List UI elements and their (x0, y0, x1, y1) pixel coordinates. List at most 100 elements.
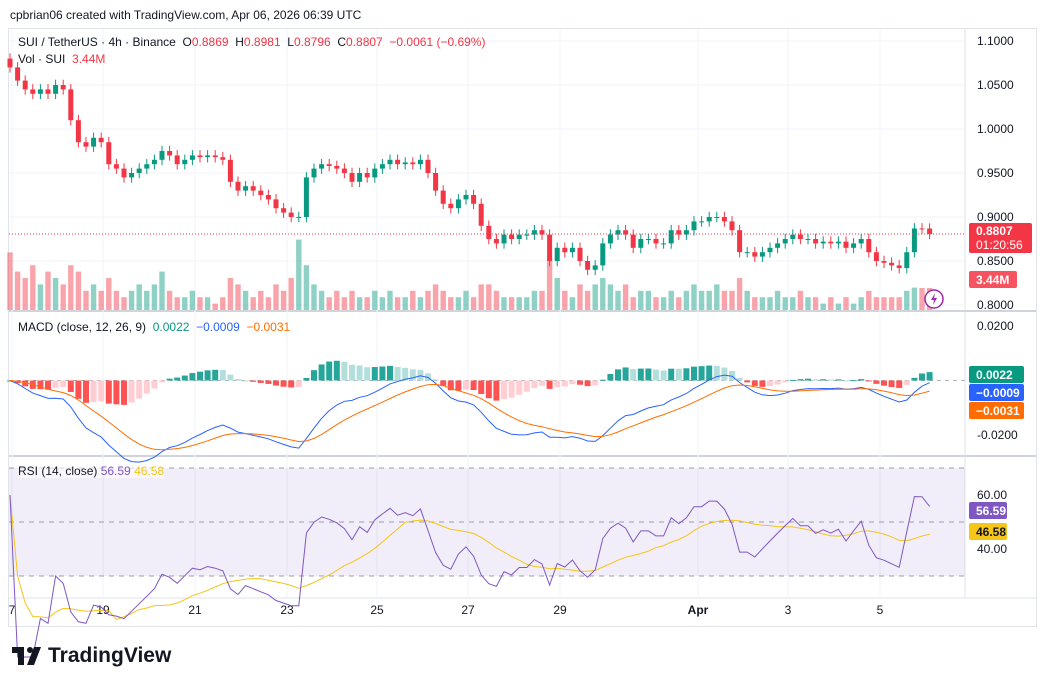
candle (121, 163, 127, 183)
macd-histogram-bar (45, 380, 51, 390)
candle-body (630, 234, 636, 248)
candle-body (645, 239, 651, 240)
candle (281, 202, 287, 218)
candle-body (919, 228, 925, 230)
candle-body (835, 241, 841, 244)
candle (699, 216, 705, 227)
volume-bar (486, 284, 492, 310)
symbol-legend: SUI / TetherUS · 4h · Binance O0.8869 H0… (18, 35, 485, 49)
candle (752, 246, 758, 262)
macd-histogram-bar (288, 380, 295, 388)
volume-bar (151, 284, 158, 310)
candle-body (379, 164, 385, 169)
candle-body (174, 155, 180, 165)
last-price-badge (969, 222, 1032, 253)
candle (417, 154, 423, 170)
volume-bar (721, 290, 728, 310)
volume-bar (159, 271, 165, 310)
candle-body (820, 241, 826, 244)
bar-countdown: 01:20:56 (976, 238, 1023, 252)
macd-histogram-bar (615, 369, 621, 381)
candle (189, 150, 195, 166)
time-axis-label: 3 (785, 603, 792, 617)
candle (904, 246, 910, 274)
candle-body (873, 252, 879, 261)
macd-histogram-bar (531, 380, 538, 389)
volume-bar (68, 265, 74, 310)
volume-bar (782, 297, 788, 310)
candle-body (410, 162, 416, 165)
candle-body (15, 67, 21, 81)
candle (706, 211, 712, 227)
macd-legend: MACD (close, 12, 26, 9) 0.0022 −0.0009 −… (18, 320, 290, 334)
candle (159, 145, 165, 166)
macd-histogram-bar (470, 380, 477, 391)
candle-body (577, 247, 583, 261)
volume-bar (341, 297, 348, 310)
candle (607, 229, 613, 249)
candle-body (904, 252, 910, 269)
symbol-title[interactable]: SUI / TetherUS · 4h · Binance (18, 35, 176, 49)
candle-body (554, 247, 560, 261)
volume-bar (432, 284, 439, 310)
volume-bar (736, 278, 743, 310)
volume-bar (470, 297, 477, 310)
last-price-badge-value: 0.8807 (976, 224, 1013, 238)
candle (364, 167, 370, 183)
volume-bar (7, 252, 13, 310)
macd-histogram-bar (37, 380, 44, 390)
candle-body (98, 137, 104, 143)
macd-histogram-bar (417, 369, 424, 381)
volume-bar (296, 239, 302, 310)
volume-bar (455, 297, 462, 310)
macd-histogram-bar (485, 380, 492, 399)
volume-bar (919, 287, 925, 310)
candle (265, 189, 271, 205)
macd-histogram-bar (204, 370, 211, 381)
candle (455, 194, 461, 214)
macd-histogram-bar (501, 380, 507, 400)
macd-axis-label: 0.0200 (977, 319, 1014, 333)
rsi-ma-line (9, 494, 930, 620)
time-axis-label: 25 (370, 603, 384, 617)
volume-bar (30, 265, 36, 310)
candle (911, 223, 917, 258)
candle (531, 224, 537, 240)
candle-body (281, 208, 287, 213)
rsi-label[interactable]: RSI (14, close) (18, 464, 98, 478)
rsi-band (9, 468, 965, 576)
volume-bar (698, 290, 705, 310)
candle (197, 150, 203, 163)
candle-body (167, 151, 173, 156)
candle (683, 224, 689, 240)
candle-body (721, 217, 727, 222)
candle (357, 167, 363, 188)
candle-body (7, 58, 13, 68)
volume-bar (714, 284, 720, 310)
macd-histogram-bar (52, 380, 59, 388)
candle (205, 150, 211, 163)
candle-body (319, 164, 325, 169)
candle-body (53, 85, 59, 94)
macd-histogram-bar (805, 378, 811, 381)
volume-bar (204, 297, 211, 310)
candle-body (683, 230, 689, 235)
candle (174, 150, 180, 170)
volume-bar (630, 297, 636, 310)
price-axis-label: 1.1000 (977, 34, 1014, 48)
candle (402, 157, 408, 170)
price-axis-label: 0.8000 (977, 298, 1014, 312)
macd-label[interactable]: MACD (close, 12, 26, 9) (18, 320, 147, 334)
macd-histogram-bar (235, 379, 241, 381)
volume-label[interactable]: Vol · SUI (18, 52, 66, 66)
rsi-badge (969, 502, 1007, 519)
macd-histogram-bar (333, 360, 340, 381)
volume-bar (660, 297, 667, 310)
time-axis-label: Apr (688, 603, 709, 617)
candle (562, 242, 568, 258)
time-axis-label: 21 (188, 603, 202, 617)
candle-body (182, 159, 188, 165)
macd-histogram-bar (197, 371, 203, 381)
macd-badge-value: −0.0031 (976, 404, 1020, 418)
